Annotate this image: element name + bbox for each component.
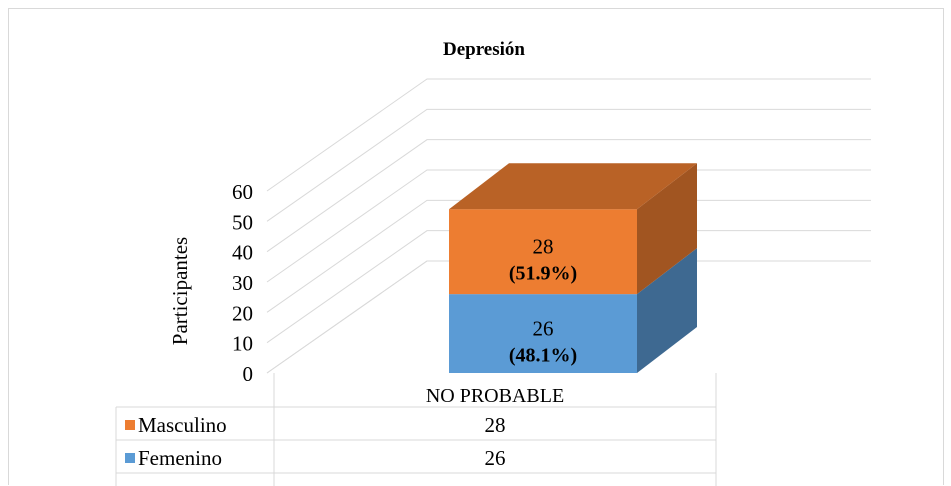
- data-label-percent: (48.1%): [509, 345, 577, 367]
- data-labels: 26 (48.1%) 28 (51.9%): [509, 235, 577, 367]
- y-tick-label: 20: [232, 301, 253, 325]
- gridline: [266, 199, 871, 313]
- gridline: [266, 230, 871, 344]
- y-tick-label: 30: [232, 271, 253, 295]
- gridline: [266, 108, 871, 222]
- bar-top-masculino: [449, 163, 697, 210]
- legend-label-femenino: Femenino: [138, 446, 222, 470]
- y-tick-labels: 0 10 20 30 40 50 60: [232, 180, 253, 386]
- legend-swatch-femenino: [125, 453, 135, 463]
- y-tick-label: 10: [232, 332, 253, 356]
- y-tick-label: 0: [243, 362, 254, 386]
- data-label-value: 26: [533, 317, 554, 341]
- legend-swatch-masculino: [125, 420, 135, 430]
- y-tick-label: 40: [232, 241, 253, 265]
- bar-side-femenino: [637, 248, 697, 373]
- y-tick-label: 60: [232, 180, 253, 204]
- category-label: NO PROBABLE: [426, 385, 564, 407]
- bar-segment-masculino: [449, 209, 637, 295]
- gridline: [266, 169, 871, 283]
- y-axis-label: Participantes: [168, 237, 192, 345]
- data-label-value: 28: [533, 235, 554, 259]
- chart-frame: Depresión 0 10 20 30 40 50 60 Participantes 26…: [8, 8, 944, 486]
- legend-label-masculino: Masculino: [138, 413, 227, 437]
- table-value: 28: [485, 413, 506, 437]
- data-label-percent: (51.9%): [509, 263, 577, 285]
- data-table: NO PROBABLE Masculino 28 Femenino 26: [115, 373, 717, 486]
- y-tick-label: 50: [232, 210, 253, 234]
- gridline: [266, 139, 871, 253]
- gridlines: [266, 78, 871, 374]
- gridline: [266, 260, 871, 374]
- bar-side-masculino: [637, 163, 697, 295]
- bar-segment-femenino: [449, 294, 637, 373]
- table-value: 26: [485, 446, 506, 470]
- gridline: [266, 78, 871, 192]
- bar-stack: [449, 163, 697, 373]
- chart-title: Depresión: [443, 39, 525, 60]
- chart-svg: Depresión 0 10 20 30 40 50 60 Participantes 26…: [115, 39, 871, 486]
